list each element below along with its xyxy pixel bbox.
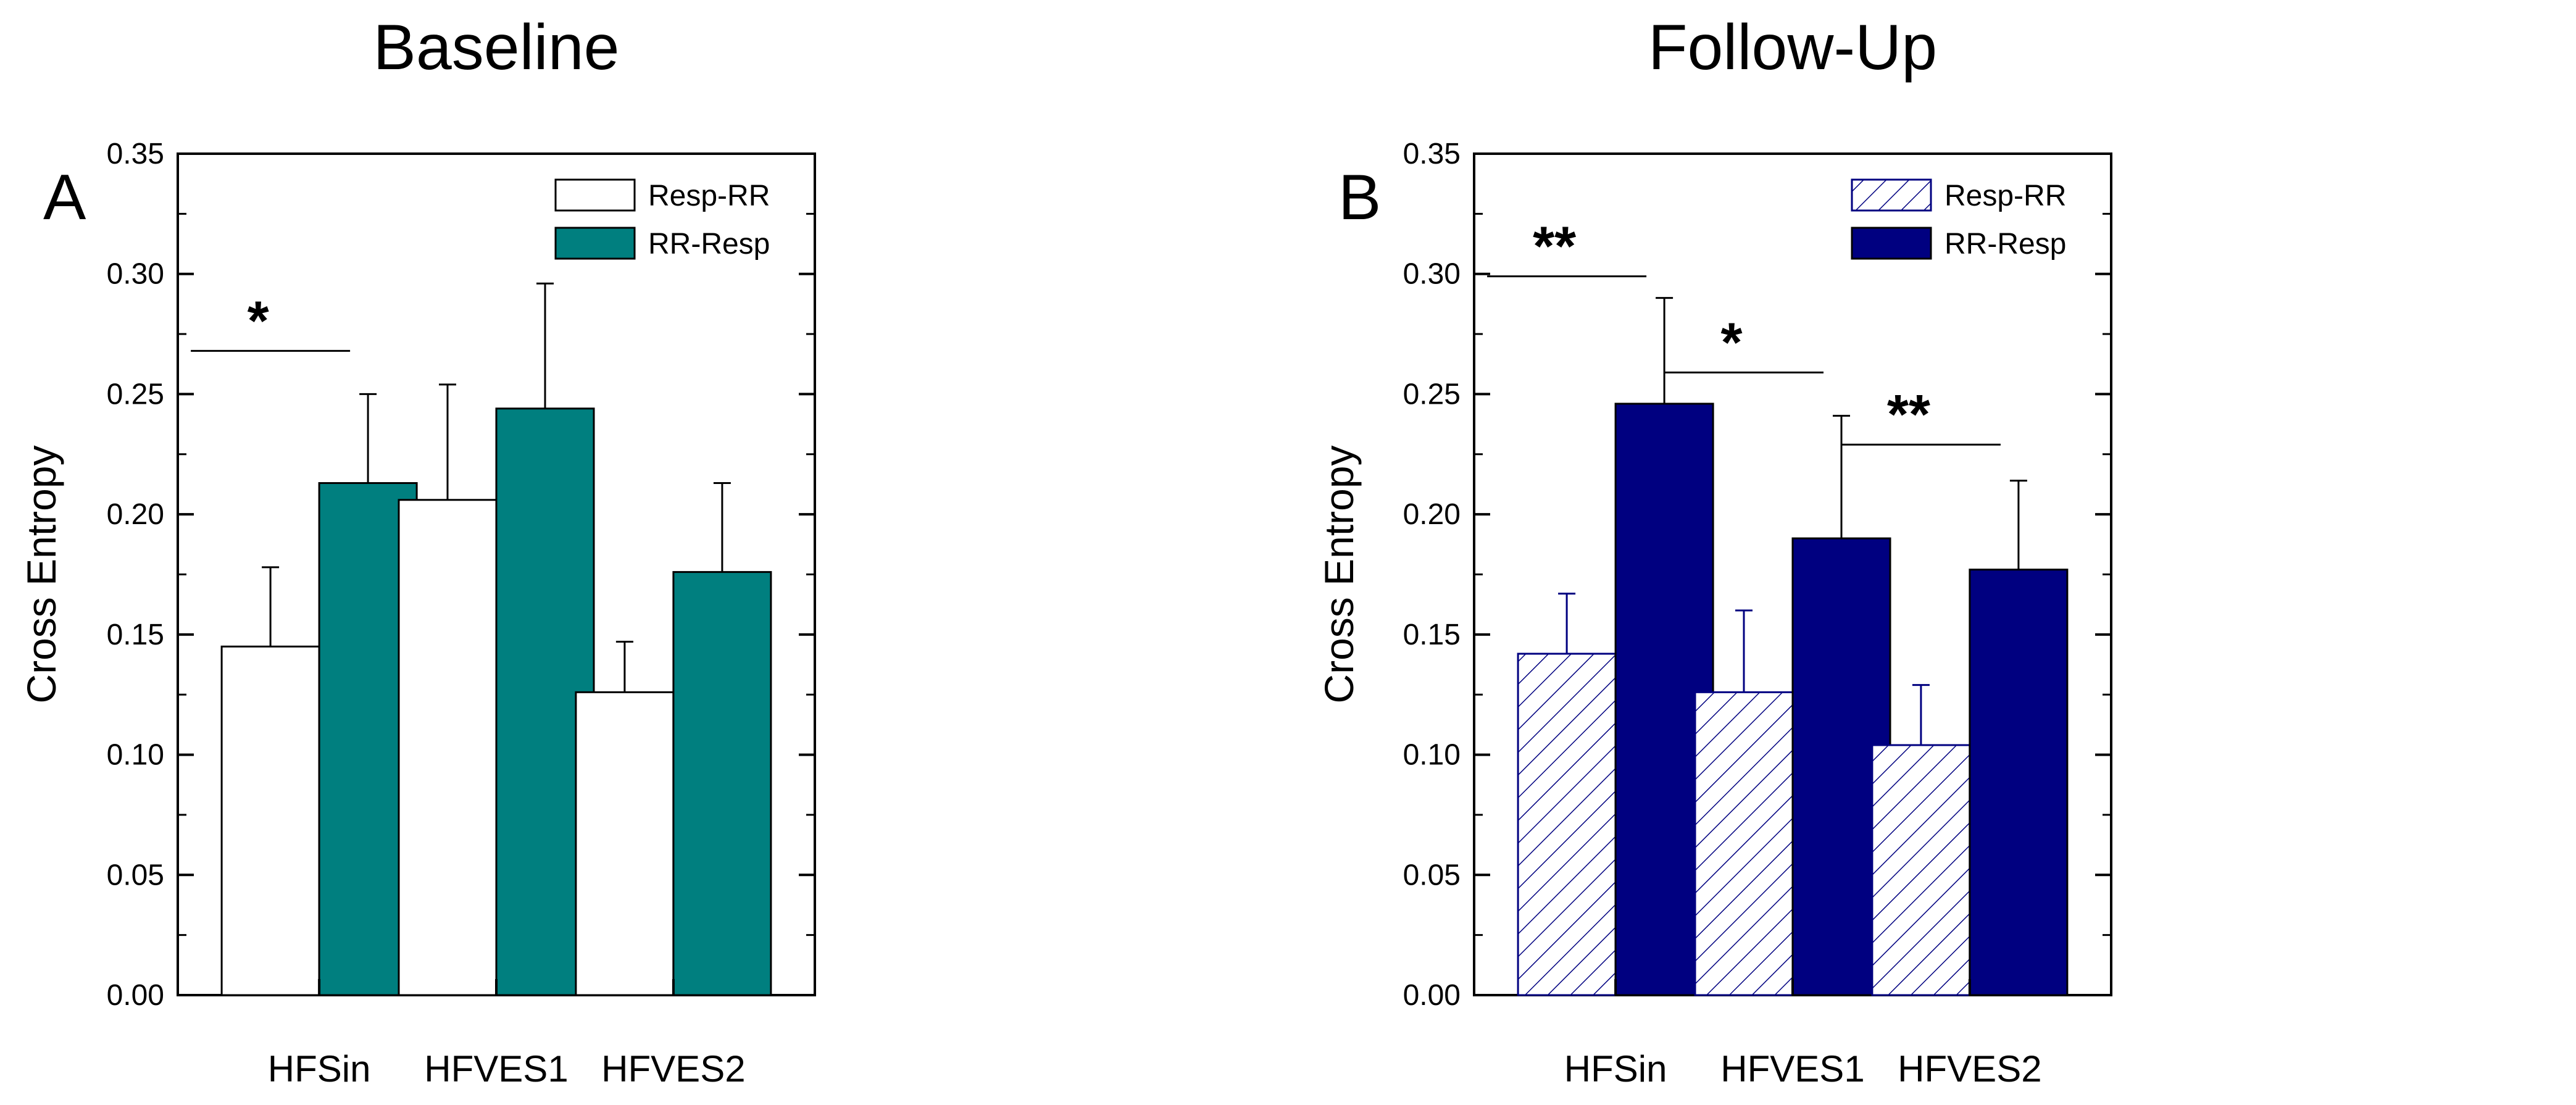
legend-label: RR-Resp	[648, 228, 770, 261]
y-tick-label: 0.00	[107, 979, 164, 1012]
legend-label: RR-Resp	[1945, 228, 2066, 261]
x-tick-label: HFSin	[268, 1048, 371, 1090]
y-axis-label: Cross Entropy	[1316, 445, 1362, 703]
x-tick-label: HFVES1	[1720, 1048, 1864, 1090]
bar-resp-rr-hfves1	[398, 499, 498, 996]
x-tick-label: HFSin	[1564, 1048, 1667, 1090]
chart-title: Baseline	[373, 12, 620, 83]
panel-letter: B	[1338, 162, 1381, 233]
bar-resp-rr-hfves1	[1694, 691, 1794, 996]
legend-swatch-resp-rr	[1851, 178, 1932, 212]
y-tick-label: 0.20	[1403, 498, 1461, 531]
legend-swatch-rr-resp	[554, 227, 636, 260]
x-tick-label: HFVES2	[601, 1048, 745, 1090]
bar-resp-rr-hfves2	[575, 691, 675, 996]
y-tick-label: 0.20	[107, 498, 164, 531]
y-tick-label: 0.30	[1403, 258, 1461, 291]
y-tick-label: 0.05	[1403, 859, 1461, 891]
bar-resp-rr-hfsin	[220, 645, 320, 996]
y-tick-label: 0.00	[1403, 979, 1461, 1012]
bar-rr-resp-hfves2	[1969, 569, 2069, 996]
legend-swatch-rr-resp	[1851, 227, 1932, 260]
panel-letter: A	[43, 162, 86, 233]
y-tick-label: 0.30	[107, 258, 164, 291]
legend-label: Resp-RR	[1945, 180, 2066, 212]
significance-marker: **	[1533, 216, 1576, 278]
x-tick-label: HFVES2	[1898, 1048, 2041, 1090]
bar-rr-resp-hfves2	[672, 571, 772, 996]
chart-panel-a: Baseline A Cross Entropy 0.00 0.05 0.10 0.15 0.…	[19, 12, 816, 1090]
x-tick-label: HFVES1	[424, 1048, 568, 1090]
y-tick-label: 0.35	[1403, 138, 1461, 170]
bar-resp-rr-hfves2	[1871, 744, 1971, 996]
y-tick-label: 0.15	[1403, 619, 1461, 651]
legend-swatch-resp-rr	[554, 178, 636, 212]
y-tick-label: 0.10	[107, 739, 164, 772]
y-tick-label: 0.25	[107, 378, 164, 411]
chart-panel-b: Follow-Up B Cross Entropy 0.00 0.05 0.10 0.15 0…	[1316, 12, 2112, 1090]
y-tick-label: 0.10	[1403, 739, 1461, 772]
chart-title: Follow-Up	[1648, 12, 1937, 83]
significance-marker: *	[248, 290, 269, 352]
y-tick-label: 0.05	[107, 859, 164, 891]
y-tick-label: 0.35	[107, 138, 164, 170]
y-tick-label: 0.25	[1403, 378, 1461, 411]
significance-marker: **	[1887, 384, 1930, 446]
y-axis-label: Cross Entropy	[19, 445, 64, 703]
legend-label: Resp-RR	[648, 180, 770, 212]
significance-marker: *	[1720, 312, 1742, 373]
y-tick-label: 0.15	[107, 619, 164, 651]
bar-resp-rr-hfsin	[1517, 653, 1617, 996]
